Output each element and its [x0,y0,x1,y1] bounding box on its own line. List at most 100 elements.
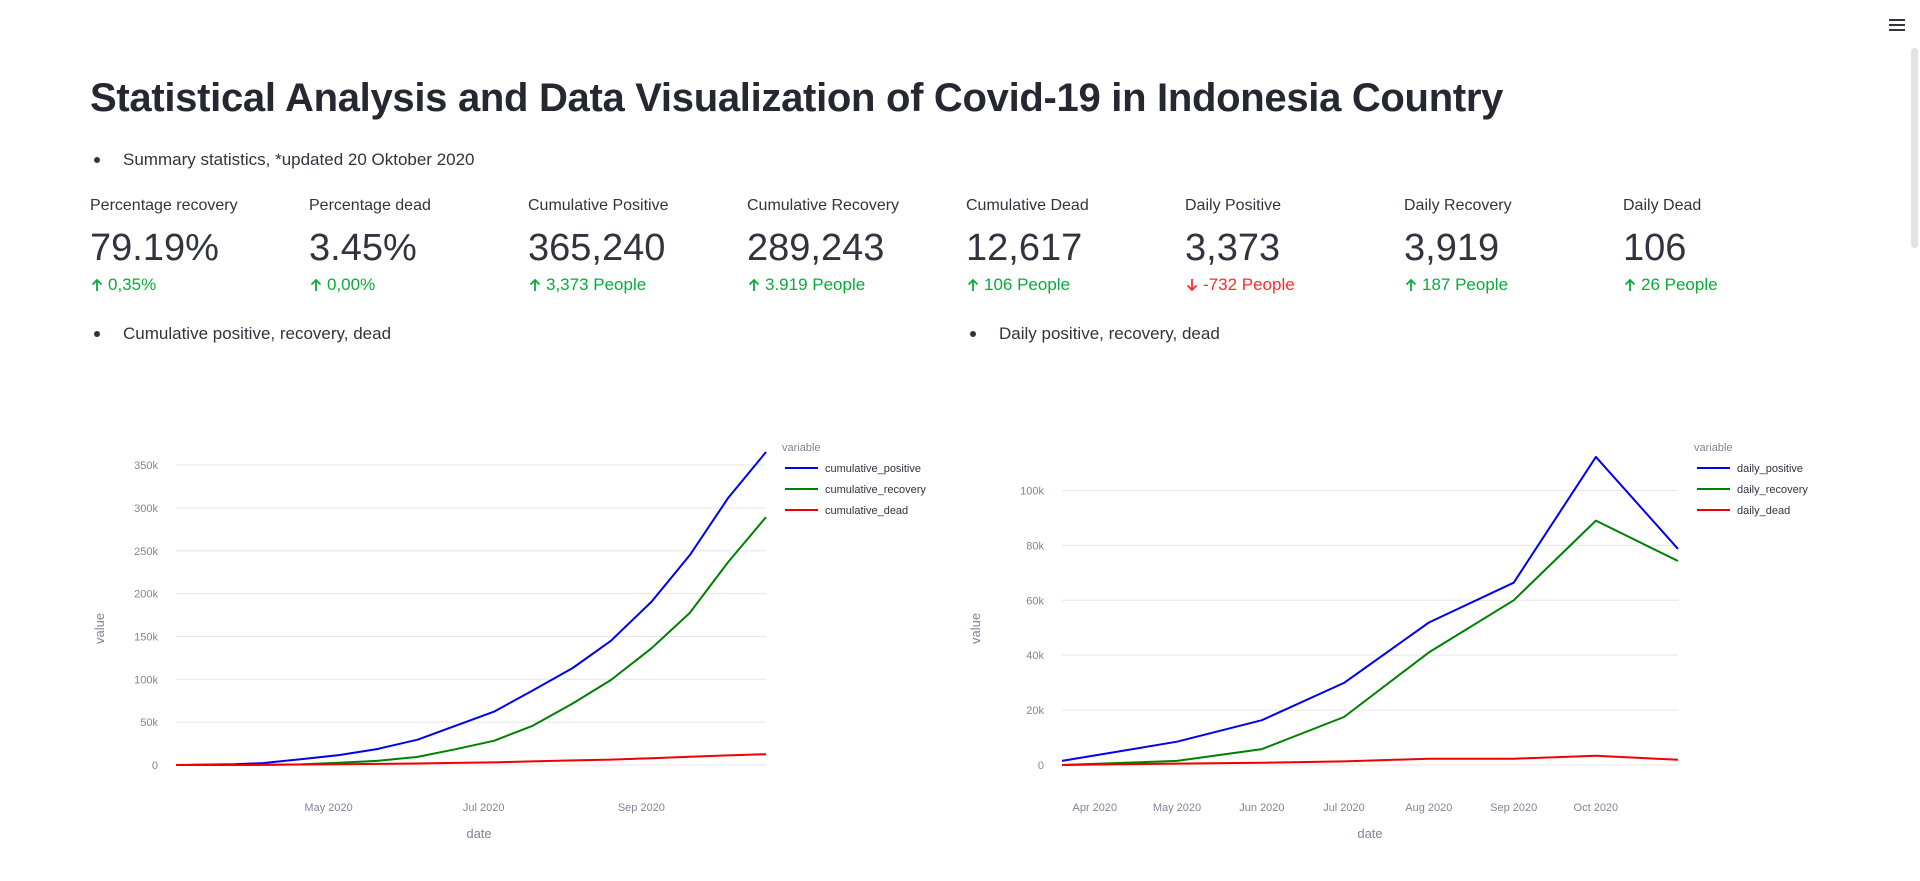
bullet-dot [970,331,976,337]
y-axis-title: value [968,613,983,644]
legend-label: daily_dead [1737,505,1790,517]
y-tick-label: 100k [134,674,158,686]
hamburger-menu-icon[interactable] [1884,12,1910,38]
x-tick-label: Jul 2020 [1323,802,1365,814]
y-tick-label: 250k [134,546,158,558]
metric-value: 289,243 [747,227,885,269]
arrow-down-icon [1186,279,1198,292]
metrics-row: Percentage recovery 79.19% 0,35% Percent… [90,195,1835,295]
metric-value: 12,617 [966,227,1083,269]
legend-label: daily_recovery [1737,484,1808,496]
y-tick-label: 80k [1026,540,1044,552]
metric-label: Daily Recovery [1404,197,1512,214]
x-tick-label: Jun 2020 [1239,802,1284,814]
series-line-daily-dead [1061,754,1679,766]
summary-bullet-text: Summary statistics, *updated 20 Oktober … [123,150,475,169]
y-tick-label: 40k [1026,650,1044,662]
x-tick-label: Sep 2020 [1490,802,1537,814]
metric-delta-text: 0,00% [327,275,376,294]
metric-value: 3,919 [1404,227,1500,269]
x-tick-label: May 2020 [304,802,352,814]
series-line-daily-recovery [1061,519,1679,766]
arrow-up-icon [748,278,760,291]
metric-value: 106 [1623,227,1687,269]
metric-delta: 187 People [1404,275,1619,295]
metric-cumulative-recovery: Cumulative Recovery 289,243 3.919 People [747,195,962,295]
legend-title: variable [1694,442,1733,454]
x-axis-title: date [1357,826,1382,841]
metric-label: Cumulative Positive [528,197,669,214]
metric-delta: 106 People [966,275,1181,295]
arrow-up-icon [1405,278,1417,291]
bullet-dot [94,331,100,337]
metric-label: Daily Dead [1623,197,1702,214]
metric-cumulative-positive: Cumulative Positive 365,240 3,373 People [528,195,743,295]
y-tick-label: 0 [1038,760,1044,772]
x-tick-label: Jul 2020 [463,802,505,814]
legend-label: cumulative_positive [825,463,921,475]
arrow-up-icon [91,278,103,291]
y-tick-label: 20k [1026,705,1044,717]
y-tick-label: 60k [1026,595,1044,607]
metric-label: Cumulative Recovery [747,197,900,214]
metric-delta: 3.919 People [747,275,962,295]
metric-percentage-recovery: Percentage recovery 79.19% 0,35% [90,195,305,295]
metric-delta-text: 0,35% [108,275,157,294]
legend-title: variable [782,442,821,454]
y-tick-label: 100k [1020,485,1044,497]
metric-label: Percentage recovery [90,197,238,214]
metric-delta: 0,00% [309,275,524,295]
metric-delta: -732 People [1185,275,1400,295]
x-tick-label: May 2020 [1153,802,1201,814]
series-line-cumulative-recovery [176,516,767,766]
y-tick-label: 150k [134,631,158,643]
metric-delta: 26 People [1623,275,1838,295]
metric-cumulative-dead: Cumulative Dead 12,617 106 People [966,195,1181,295]
cumulative-bullet-text: Cumulative positive, recovery, dead [123,324,392,343]
legend-label: cumulative_dead [825,505,908,517]
cumulative-chart[interactable]: 0 50k 100k 150k 200k 250k 300k 350k May 2020 Jul … [90,430,950,855]
metric-delta-text: 26 People [1641,275,1718,294]
legend-label: cumulative_recovery [825,484,926,496]
metric-daily-dead: Daily Dead 106 26 People [1623,195,1838,295]
metric-delta-text: 106 People [984,275,1071,294]
x-axis-title: date [466,826,491,841]
x-tick-label: Apr 2020 [1073,802,1118,814]
series-line-cumulative-dead [176,753,767,766]
arrow-up-icon [310,278,322,291]
metric-value: 365,240 [528,227,666,269]
metric-daily-recovery: Daily Recovery 3,919 187 People [1404,195,1619,295]
metric-delta: 0,35% [90,275,305,295]
daily-bullet-text: Daily positive, recovery, dead [999,324,1220,343]
daily-chart[interactable]: 0 20k 40k 60k 80k 100k Apr 2020 May 2020 Jun 202… [966,430,1846,855]
metric-value: 3.45% [309,227,417,269]
arrow-up-icon [529,278,541,291]
daily-chart-svg[interactable]: 0 20k 40k 60k 80k 100k Apr 2020 May 2020 Jun 202… [966,430,1846,850]
legend-label: daily_positive [1737,463,1803,475]
bullet-dot [94,157,100,163]
x-tick-label: Oct 2020 [1574,802,1619,814]
metric-delta-text: -732 People [1203,275,1295,294]
x-tick-label: Aug 2020 [1405,802,1452,814]
y-tick-label: 200k [134,589,158,601]
metric-value: 3,373 [1185,227,1281,269]
arrow-up-icon [967,278,979,291]
metric-label: Daily Positive [1185,197,1282,214]
metric-value: 79.19% [90,227,219,269]
page-scrollbar[interactable] [1911,48,1918,248]
metric-delta-text: 3,373 People [546,275,647,294]
metric-delta-text: 3.919 People [765,275,866,294]
x-tick-label: Sep 2020 [618,802,665,814]
arrow-up-icon [1624,278,1636,291]
y-axis-title: value [92,613,107,644]
metric-label: Percentage dead [309,197,431,214]
metric-percentage-dead: Percentage dead 3.45% 0,00% [309,195,524,295]
y-tick-label: 300k [134,503,158,515]
y-tick-label: 50k [140,717,158,729]
y-tick-label: 0 [152,760,158,772]
cumulative-chart-svg[interactable]: 0 50k 100k 150k 200k 250k 300k 350k May 2020 Jul … [90,430,950,850]
metric-delta: 3,373 People [528,275,743,295]
series-line-cumulative-positive [175,451,767,766]
page-title: Statistical Analysis and Data Visualizat… [90,76,1504,120]
metric-label: Cumulative Dead [966,197,1089,214]
